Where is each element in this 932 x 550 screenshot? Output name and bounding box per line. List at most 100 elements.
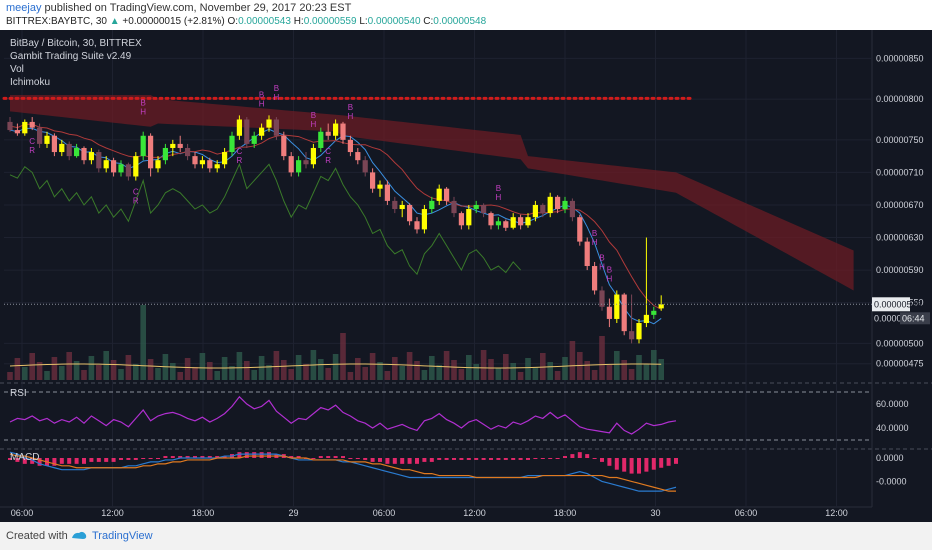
volume-bar — [480, 350, 487, 380]
signal-label: B — [311, 111, 316, 120]
signal-label: B — [259, 91, 264, 100]
candle-body — [303, 160, 309, 165]
macd-histogram-bar — [518, 458, 523, 460]
macd-histogram-bar — [141, 458, 146, 459]
macd-histogram-bar — [104, 458, 109, 462]
candle-body — [199, 160, 205, 165]
macd-histogram-bar — [644, 458, 649, 472]
candle-body — [540, 204, 546, 214]
high-label: H: — [293, 16, 304, 27]
volume-bar — [133, 364, 139, 380]
macd-histogram-bar — [119, 458, 123, 460]
volume-bar — [88, 356, 95, 380]
time-tick-label: 06:00 — [373, 508, 396, 518]
macd-histogram-bar — [600, 458, 604, 462]
signal-label: C — [29, 137, 35, 146]
signal-label: C — [325, 147, 331, 156]
macd-histogram-bar — [163, 456, 168, 458]
candle-body — [44, 135, 50, 144]
macd-signal-line — [9, 453, 676, 492]
candle-body — [133, 156, 139, 177]
macd-histogram-bar — [133, 458, 138, 460]
macd-histogram-bar — [651, 458, 656, 470]
macd-histogram-bar — [429, 458, 434, 462]
macd-histogram-bar — [563, 456, 567, 458]
macd-histogram-bar — [422, 458, 427, 462]
candle-body — [458, 213, 464, 226]
candle-body — [251, 135, 257, 144]
volume-bar — [207, 362, 213, 380]
candle-body — [296, 160, 302, 173]
volume-bar — [636, 355, 642, 380]
macd-histogram-bar — [548, 458, 553, 459]
candle-body — [29, 121, 35, 128]
macd-histogram-bar — [370, 458, 375, 462]
candle-body — [125, 164, 131, 177]
symbol-label: BITTREX:BAYBTC, 30 — [6, 16, 107, 27]
volume-bar — [29, 353, 35, 380]
volume-bar — [266, 365, 272, 380]
candle-body — [281, 135, 287, 157]
candle-body — [532, 204, 538, 218]
volume-bar — [118, 369, 124, 380]
candle-body — [273, 119, 279, 136]
volume-bar — [495, 368, 502, 380]
macd-histogram-bar — [37, 458, 42, 466]
tradingview-logo-icon[interactable] — [70, 528, 88, 545]
candle-body — [266, 119, 272, 128]
volume-bar — [51, 357, 58, 380]
signal-label: H — [496, 193, 502, 202]
candle-body — [636, 323, 642, 340]
volume-ma-line — [9, 363, 662, 369]
volume-bar — [147, 359, 154, 380]
volume-bar — [229, 366, 235, 380]
macd-histogram-bar — [459, 458, 464, 460]
candle-body — [518, 217, 524, 226]
macd-histogram-bar — [52, 458, 57, 466]
volume-bar — [369, 353, 376, 380]
macd-tick-label: -0.0000 — [876, 476, 907, 486]
candle-body — [96, 152, 102, 169]
volume-bar — [221, 357, 228, 380]
macd-histogram-bar — [607, 458, 612, 466]
macd-histogram-bar — [452, 458, 456, 460]
countdown-price-label: 0.00000 — [874, 313, 907, 323]
macd-histogram-bar — [474, 458, 479, 460]
volume-bar — [414, 361, 420, 380]
macd-histogram-bar — [311, 458, 316, 459]
time-tick-label: 18:00 — [192, 508, 215, 518]
volume-bar — [451, 360, 457, 380]
candle-body — [7, 121, 13, 131]
time-tick-label: 12:00 — [825, 508, 848, 518]
candle-body — [481, 204, 487, 214]
macd-histogram-bar — [296, 456, 301, 458]
candle-body — [192, 156, 198, 165]
candle-body — [259, 127, 265, 136]
macd-histogram-bar — [244, 452, 249, 458]
volume-bar — [532, 367, 539, 380]
macd-histogram-bar — [489, 458, 493, 460]
tradingview-brand-link[interactable]: TradingView — [92, 530, 153, 542]
volume-bar — [488, 359, 494, 380]
volume-bar — [399, 366, 405, 380]
candle-body — [362, 160, 368, 173]
volume-bar — [429, 356, 435, 380]
volume-bar — [540, 353, 546, 380]
volume-bar — [199, 353, 206, 380]
candle-body — [370, 172, 376, 189]
candle-body — [207, 160, 213, 169]
price-tick-label: 0.00000750 — [876, 135, 924, 145]
base-line — [9, 123, 662, 310]
macd-histogram-bar — [215, 456, 220, 458]
macd-histogram-bar — [207, 456, 212, 458]
macd-histogram-bar — [614, 458, 619, 470]
author-link[interactable]: meejay — [6, 2, 42, 14]
candle-body — [414, 221, 420, 230]
signal-label: R — [325, 156, 331, 165]
volume-bar — [554, 371, 561, 380]
macd-histogram-bar — [252, 452, 257, 458]
volume-bar — [584, 361, 590, 380]
volume-bar — [562, 357, 568, 380]
